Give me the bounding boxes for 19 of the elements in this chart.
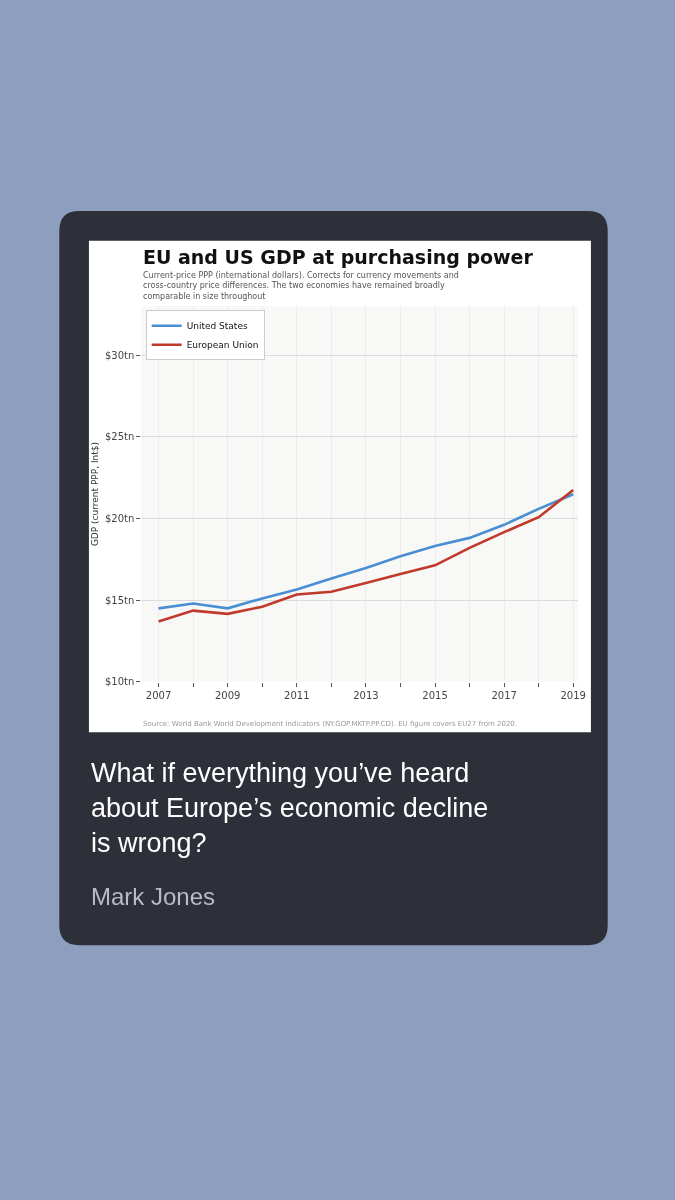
x-tick-label: 2011: [284, 689, 310, 701]
text: Mark Jones: [91, 883, 216, 910]
legend-label: United States: [186, 321, 248, 332]
legend-label: European Union: [186, 340, 259, 351]
y-axis-title: GDP (current PPP, Int$): [90, 441, 101, 547]
x-tick-label: 2009: [214, 689, 241, 701]
x-tick-label: 2017: [491, 689, 517, 701]
chart-title: EU and US GDP at purchasing power: [143, 246, 534, 268]
y-tick-label: $15tn: [104, 594, 135, 606]
x-tick-label: 2007: [145, 689, 172, 701]
y-tick-label: $25tn: [104, 431, 135, 443]
y-tick-label: $10tn: [104, 676, 135, 688]
chart-subtitle: Current-price PPP (international dollars). Corrects for currency movements and cross-country price differences. The two economies have remained broadly comparable in size throughout: [143, 271, 459, 301]
y-tick-label: $30tn: [104, 349, 135, 361]
x-tick-label: 2015: [422, 689, 448, 701]
y-tick-label: $20tn: [104, 512, 135, 524]
x-tick-label: 2013: [353, 689, 379, 701]
text: What if everything you’ve heard about Europe’s economic decline is wrong?: [91, 758, 489, 859]
x-tick-label: 2019: [560, 689, 586, 701]
